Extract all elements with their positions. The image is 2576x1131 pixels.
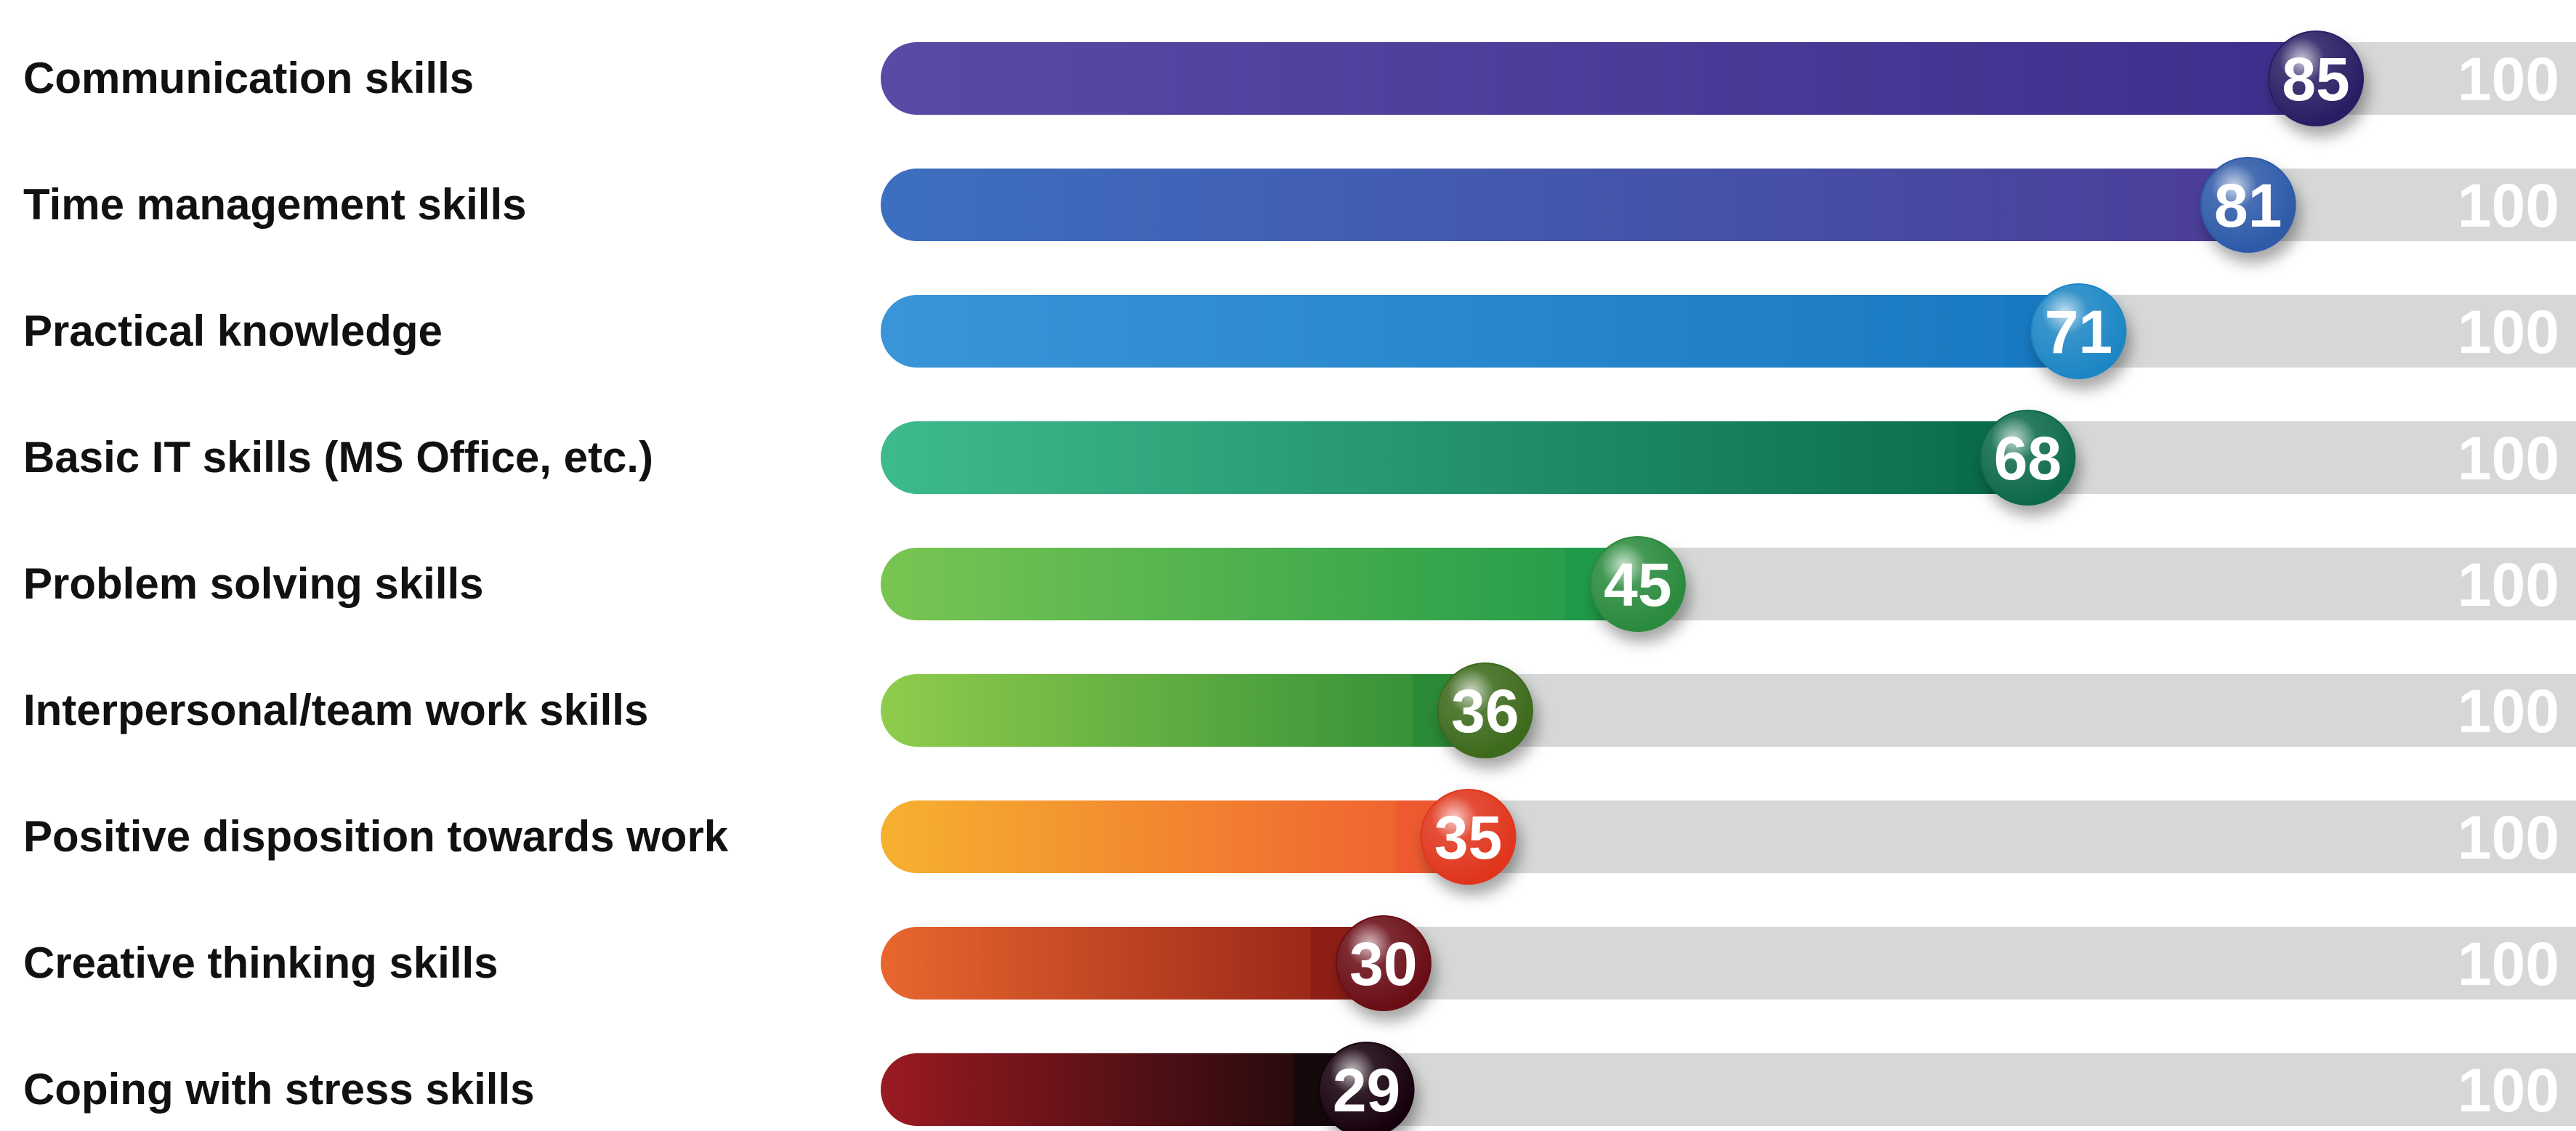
bar (881, 295, 2079, 368)
max-value-label: 100 (2458, 677, 2559, 745)
bar (881, 800, 1469, 873)
max-value-label: 100 (2458, 171, 2559, 240)
bar (881, 1053, 1367, 1126)
max-value-label: 100 (2458, 930, 2559, 998)
value-marker-gloss (1591, 538, 1684, 631)
value-label: 36 (1451, 677, 1519, 745)
category-label: Practical knowledge (23, 307, 443, 355)
bar (881, 42, 2317, 115)
value-label: 30 (1349, 930, 1417, 998)
bar (881, 674, 1485, 747)
category-label: Communication skills (23, 54, 474, 102)
value-marker: 85 (2268, 31, 2365, 126)
value-marker: 36 (1437, 662, 1533, 758)
max-value-label: 100 (2458, 551, 2559, 619)
bar (881, 169, 2248, 241)
max-value-label: 100 (2458, 1056, 2559, 1124)
value-marker: 45 (1589, 536, 1686, 632)
value-marker: 81 (2200, 157, 2296, 253)
max-value-label: 100 (2458, 45, 2559, 113)
value-marker-gloss (1438, 664, 1532, 757)
category-label: Creative thinking skills (23, 939, 498, 987)
value-marker: 71 (2030, 283, 2127, 379)
value-marker-gloss (1421, 790, 1515, 883)
category-label: Time management skills (23, 180, 527, 229)
value-label: 85 (2282, 45, 2349, 113)
category-label: Interpersonal/team work skills (23, 686, 648, 734)
value-label: 71 (2045, 298, 2112, 366)
value-label: 35 (1434, 803, 1502, 872)
value-marker-gloss (1336, 917, 1430, 1010)
bar (881, 421, 2028, 494)
category-label: Positive disposition towards work (23, 812, 729, 861)
value-label: 81 (2214, 171, 2282, 240)
category-label: Basic IT skills (MS Office, etc.) (23, 433, 653, 482)
value-marker-gloss (2269, 32, 2363, 125)
value-marker-gloss (1320, 1043, 1413, 1131)
category-label: Coping with stress skills (23, 1065, 535, 1114)
max-value-label: 100 (2458, 803, 2559, 872)
value-label: 68 (1994, 424, 2062, 492)
max-value-label: 100 (2458, 298, 2559, 366)
value-label: 45 (1604, 551, 1671, 619)
bar (881, 927, 1384, 1000)
value-marker: 29 (1318, 1042, 1415, 1131)
bar (881, 548, 1638, 620)
value-marker-gloss (1981, 411, 2075, 504)
category-label: Problem solving skills (23, 559, 484, 608)
value-marker: 68 (1979, 410, 2076, 506)
max-value-label: 100 (2458, 424, 2559, 492)
value-label: 29 (1333, 1056, 1400, 1124)
value-marker: 35 (1420, 789, 1517, 885)
value-marker: 30 (1335, 915, 1432, 1011)
value-marker-gloss (2032, 285, 2125, 378)
value-marker-gloss (2201, 158, 2295, 251)
